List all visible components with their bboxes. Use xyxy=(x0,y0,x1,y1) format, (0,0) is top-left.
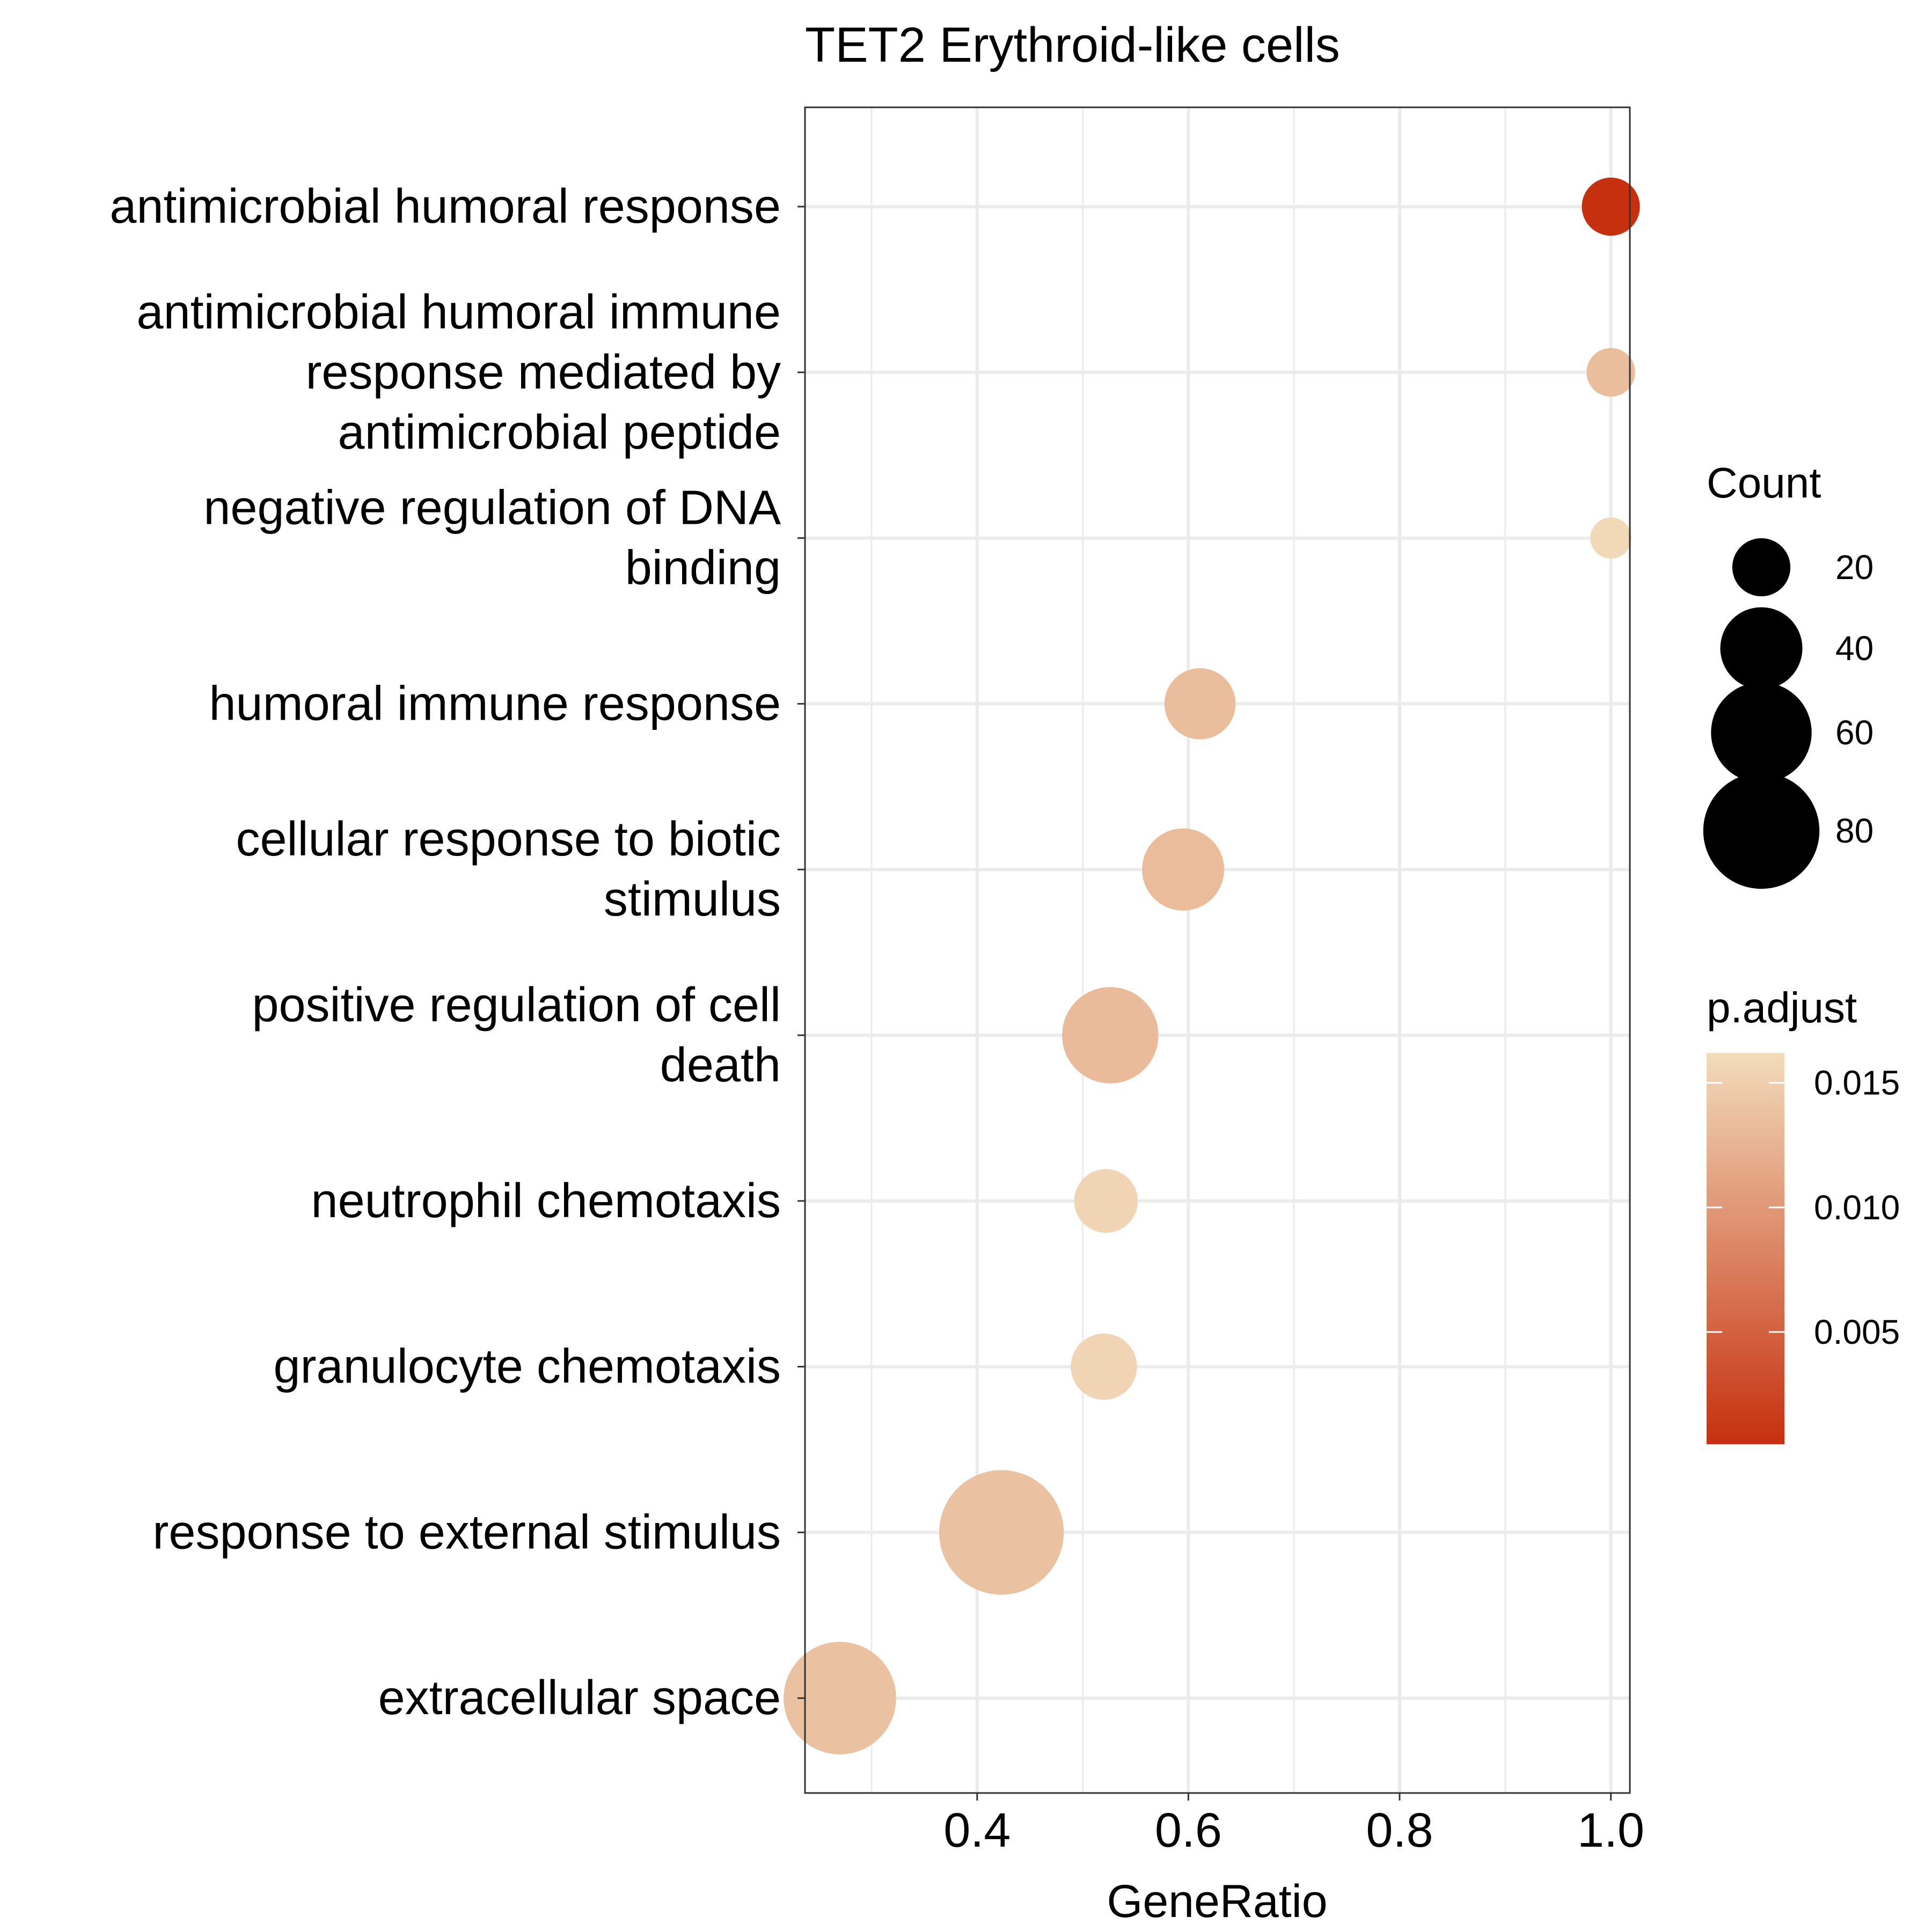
grid-lines xyxy=(805,107,1630,1793)
data-point xyxy=(1071,1333,1137,1400)
data-point xyxy=(1590,517,1631,559)
y-tick-label: humoral immune response xyxy=(209,677,781,730)
data-point xyxy=(1164,668,1236,740)
y-tick-label: antimicrobial humoral immune response med… xyxy=(137,286,781,459)
y-tick-label: negative regulation of DNA binding xyxy=(203,481,781,595)
data-points xyxy=(784,177,1640,1754)
p-adjust-legend-title: p.adjust xyxy=(1707,984,1857,1031)
data-point xyxy=(1586,348,1635,397)
y-tick-label: cellular response to biotic stimulus xyxy=(236,813,781,926)
data-point xyxy=(1582,177,1640,236)
x-tick-label: 0.6 xyxy=(1155,1804,1222,1857)
x-axis: 0.4 0.6 0.8 1.0 xyxy=(943,1793,1644,1857)
y-tick-label: granulocyte chemotaxis xyxy=(274,1340,781,1394)
size-legend-key xyxy=(1732,538,1791,597)
y-tick-label: response to external stimulus xyxy=(152,1505,781,1559)
size-legend-key xyxy=(1720,607,1803,690)
y-tick-label: neutrophil chemotaxis xyxy=(311,1174,781,1228)
count-legend: Count 20 40 60 80 xyxy=(1703,459,1874,889)
data-point xyxy=(1142,828,1225,911)
data-point xyxy=(939,1470,1064,1595)
data-point xyxy=(1074,1169,1138,1233)
y-tick-label: positive regulation of cell death xyxy=(252,978,781,1092)
data-point xyxy=(784,1642,896,1754)
y-axis: antimicrobial humoral response antimicrob… xyxy=(109,180,805,1725)
count-legend-title: Count xyxy=(1707,459,1821,507)
size-legend-label: 60 xyxy=(1835,713,1874,752)
y-tick-label: extracellular space xyxy=(378,1671,781,1725)
data-point xyxy=(1062,987,1159,1084)
color-bar-label: 0.010 xyxy=(1814,1188,1900,1227)
size-legend-label: 40 xyxy=(1835,629,1874,668)
chart-title: TET2 Erythroid-like cells xyxy=(805,18,1340,72)
size-legend-key xyxy=(1711,682,1812,783)
color-bar xyxy=(1707,1053,1784,1444)
y-tick-label: antimicrobial humoral response xyxy=(109,180,781,233)
color-bar-label: 0.015 xyxy=(1814,1064,1900,1102)
x-tick-label: 0.4 xyxy=(943,1804,1011,1857)
size-legend-label: 80 xyxy=(1835,811,1874,850)
panel-border xyxy=(804,106,1631,1794)
color-bar-label: 0.005 xyxy=(1814,1313,1900,1351)
x-tick-label: 1.0 xyxy=(1577,1804,1644,1857)
p-adjust-legend: p.adjust 0.005 0.010 0.015 xyxy=(1707,984,1900,1444)
size-legend-key xyxy=(1703,772,1820,889)
x-axis-title: GeneRatio xyxy=(1107,1876,1327,1927)
x-tick-label: 0.8 xyxy=(1366,1804,1433,1857)
size-legend-label: 20 xyxy=(1835,548,1874,587)
